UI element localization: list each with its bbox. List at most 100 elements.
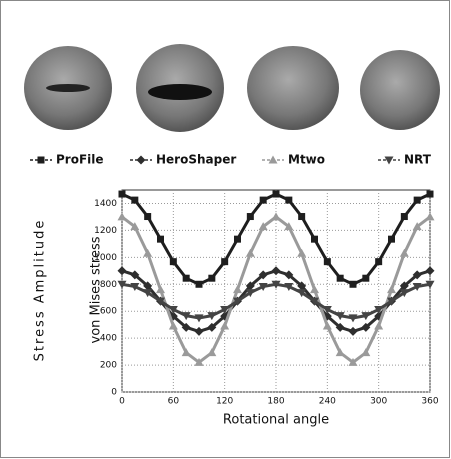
defect (148, 84, 212, 100)
x-tick-label: 180 (267, 397, 284, 407)
legend-label: Mtwo (288, 153, 325, 167)
data-point (349, 280, 357, 288)
data-point (221, 258, 229, 266)
data-point (413, 196, 421, 204)
data-point (234, 235, 241, 243)
data-point (194, 314, 204, 323)
data-point (181, 312, 191, 321)
data-point (220, 305, 230, 314)
data-point (399, 281, 409, 291)
data-point (310, 285, 319, 294)
data-point (207, 322, 217, 332)
data-point (118, 190, 126, 198)
data-point (245, 289, 255, 298)
data-point (387, 297, 396, 306)
data-point (208, 274, 216, 282)
data-point (272, 190, 280, 198)
x-tick-label: 0 (119, 397, 125, 407)
data-point (245, 281, 255, 291)
data-point (284, 283, 294, 292)
data-point (233, 285, 242, 294)
data-point (259, 196, 267, 204)
data-point (271, 212, 281, 221)
y-tick-label: 600 (100, 307, 117, 317)
data-point (144, 213, 152, 221)
legend-marker (268, 155, 278, 164)
data-point (348, 326, 358, 336)
data-point (143, 289, 153, 298)
data-point (117, 212, 127, 221)
data-point (298, 213, 306, 221)
data-point (131, 196, 139, 204)
defect (46, 84, 90, 92)
data-point (412, 270, 422, 280)
data-point (168, 305, 178, 314)
sphere (247, 46, 339, 130)
data-point (399, 289, 409, 298)
data-point (271, 266, 281, 276)
y-tick-label: 1000 (94, 253, 117, 263)
data-point (348, 357, 358, 366)
data-point (143, 281, 153, 291)
data-point (194, 326, 204, 336)
data-point (362, 274, 370, 282)
data-point (285, 196, 293, 204)
data-point (387, 285, 396, 294)
data-point (335, 312, 345, 321)
x-tick-label: 360 (421, 397, 438, 407)
y-tick-label: 0 (111, 388, 117, 398)
data-point (399, 248, 409, 257)
data-point (181, 348, 191, 357)
data-point (156, 285, 165, 294)
data-point (388, 235, 395, 243)
data-point (233, 297, 242, 306)
y-tick-label: 1400 (94, 199, 117, 209)
y-tick-label: 1200 (94, 226, 117, 236)
data-point (412, 283, 422, 292)
data-point (117, 266, 127, 276)
x-tick-label: 60 (168, 397, 180, 407)
data-point (335, 348, 345, 357)
legend-label: NRT (404, 153, 432, 167)
y-title: Stress Amplitude (33, 219, 48, 362)
data-point (284, 222, 294, 231)
data-point (130, 270, 140, 280)
sphere (360, 50, 440, 130)
data-point (297, 248, 307, 257)
legend-marker (384, 156, 394, 165)
data-point (182, 274, 190, 282)
x-tick-label: 300 (370, 397, 387, 407)
data-point (220, 321, 230, 330)
x-axis-label: Rotational angle (223, 413, 329, 428)
y-tick-label: 200 (100, 361, 117, 371)
data-point (297, 281, 307, 291)
data-point (258, 222, 268, 231)
data-point (374, 321, 384, 330)
data-point (335, 322, 345, 332)
data-point (425, 266, 435, 276)
data-point (336, 274, 344, 282)
data-point (400, 213, 408, 221)
data-point (194, 357, 204, 366)
data-point (117, 280, 127, 289)
data-point (195, 280, 203, 288)
data-point (323, 258, 331, 266)
y-tick-label: 800 (100, 280, 117, 290)
specimen-images (24, 44, 440, 132)
data-point (207, 348, 217, 357)
x-tick-label: 120 (216, 397, 233, 407)
data-point (426, 190, 434, 198)
data-point (374, 305, 384, 314)
data-point (130, 283, 140, 292)
data-point (157, 235, 164, 243)
data-point (258, 270, 268, 280)
data-point (168, 321, 178, 330)
legend-label: ProFile (56, 153, 104, 167)
data-point (361, 312, 371, 321)
data-point (297, 289, 307, 298)
data-point (322, 321, 332, 330)
data-point (271, 280, 281, 289)
data-point (311, 235, 318, 243)
data-point (375, 258, 383, 266)
